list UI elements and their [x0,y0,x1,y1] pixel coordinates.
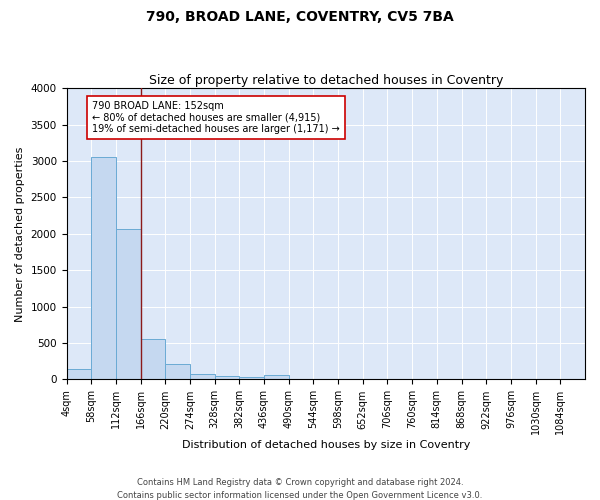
Bar [264,375,289,380]
Bar [116,230,140,380]
X-axis label: Distribution of detached houses by size in Coventry: Distribution of detached houses by size … [182,440,470,450]
Text: Contains HM Land Registry data © Crown copyright and database right 2024.
Contai: Contains HM Land Registry data © Crown c… [118,478,482,500]
Bar [91,156,116,380]
Text: 790 BROAD LANE: 152sqm
← 80% of detached houses are smaller (4,915)
19% of semi-: 790 BROAD LANE: 152sqm ← 80% of detached… [92,102,340,134]
Bar [215,376,239,380]
Y-axis label: Number of detached properties: Number of detached properties [15,146,25,322]
Bar [140,338,165,380]
Bar [190,374,215,380]
Bar [239,376,264,380]
Bar [165,364,190,380]
Text: 790, BROAD LANE, COVENTRY, CV5 7BA: 790, BROAD LANE, COVENTRY, CV5 7BA [146,10,454,24]
Bar [67,370,91,380]
Title: Size of property relative to detached houses in Coventry: Size of property relative to detached ho… [149,74,503,87]
